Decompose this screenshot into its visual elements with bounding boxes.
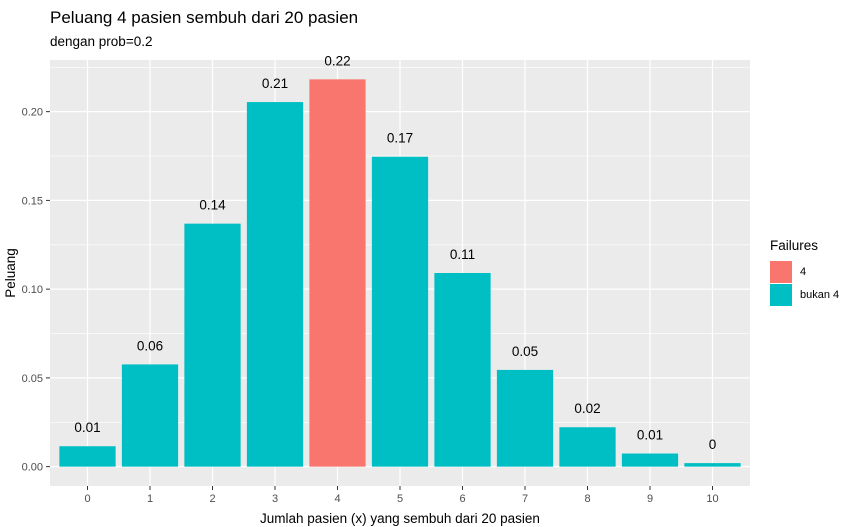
legend-swatch [770,284,792,306]
bar [309,79,366,467]
x-tick-label: 2 [209,493,215,505]
y-tick-label: 0.10 [22,284,43,296]
legend-item-bukan-4: bukan 4 [770,284,839,306]
data-label: 0.02 [574,401,600,416]
data-label: 0.05 [512,344,538,359]
bar [621,453,679,467]
bars [59,79,741,467]
bar [246,102,304,467]
legend-swatch [770,261,792,283]
x-tick-label: 5 [397,493,403,505]
data-label: 0.22 [324,53,350,68]
y-tick-label: 0.20 [22,107,43,119]
x-tick-label: 7 [522,493,528,505]
chart-subtitle: dengan prob=0.2 [50,34,153,49]
data-label: 0.17 [387,131,413,146]
y-axis-title: Peluang [3,248,18,298]
y-tick-label: 0.05 [22,373,43,385]
x-tick-label: 4 [334,493,340,505]
bar [434,273,491,467]
bar [59,446,116,467]
legend-item-4: 4 [770,261,806,283]
x-tick-label: 8 [584,493,590,505]
data-label: 0.14 [199,198,226,213]
x-tick-label: 10 [706,493,718,505]
x-tick-label: 0 [84,493,90,505]
bar [371,156,429,467]
legend-label: bukan 4 [800,289,840,301]
data-label: 0.06 [137,338,163,353]
x-axis: 0 1 2 3 4 5 6 7 8 9 10 [84,486,719,505]
data-label: 0.21 [262,76,288,91]
x-tick-label: 6 [459,493,465,505]
x-tick-label: 1 [147,493,153,505]
x-tick-label: 9 [647,493,653,505]
bar [184,223,241,467]
y-tick-label: 0.15 [22,195,43,207]
bar [684,463,741,467]
x-axis-title: Jumlah pasien (x) yang sembuh dari 20 pa… [260,511,540,526]
x-tick-label: 3 [272,493,278,505]
bar [121,364,179,467]
y-tick-label: 0.00 [22,462,43,474]
y-axis: 0.00 0.05 0.10 0.15 0.20 [22,107,50,474]
data-label: 0.01 [637,428,663,443]
bar [559,427,616,467]
data-label: 0 [709,437,717,452]
bar [496,369,554,467]
chart-title: Peluang 4 pasien sembuh dari 20 pasien [50,8,359,27]
legend-label: 4 [800,266,807,278]
legend-title: Failures [770,238,819,253]
data-labels: 0.01 0.06 0.14 0.21 0.22 0.17 0.11 0.05 0.02 0.01… [74,53,716,452]
data-label: 0.11 [450,247,475,262]
data-label: 0.01 [74,420,100,435]
